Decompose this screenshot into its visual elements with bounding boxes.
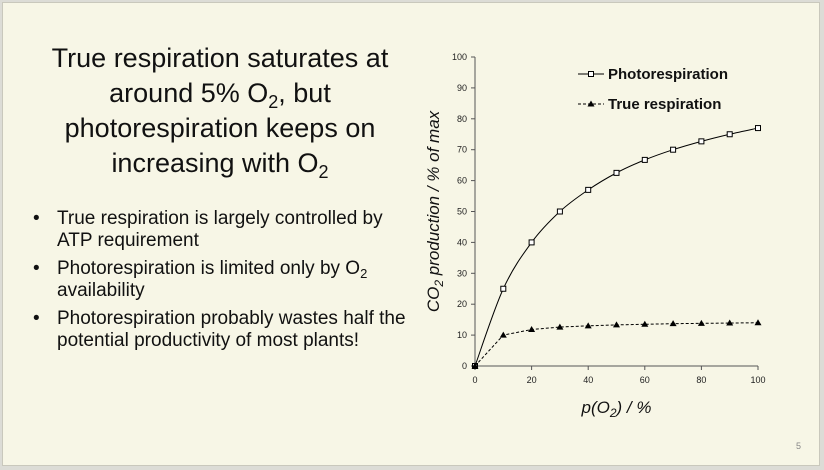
y-tick-label: 60 bbox=[457, 176, 467, 186]
legend-marker bbox=[588, 71, 594, 77]
y-tick-label: 30 bbox=[457, 268, 467, 278]
data-point bbox=[754, 319, 762, 326]
data-point bbox=[641, 156, 648, 163]
bullet-item: • Photorespiration is limited only by O2… bbox=[33, 258, 368, 301]
bullet-list: • True respiration is largely controlled… bbox=[31, 208, 411, 358]
y-tick-label: 20 bbox=[457, 299, 467, 309]
y-tick-label: 70 bbox=[457, 145, 467, 155]
y-tick-label: 50 bbox=[457, 207, 467, 217]
co2-production-chart: 0 10 20 30 40 50 60 70 80 90 100 0 20 40 60 80 100 Photo… bbox=[424, 52, 766, 420]
slide-title: True respiration saturates at around 5% … bbox=[25, 41, 415, 181]
y-tick-label: 0 bbox=[462, 361, 467, 371]
legend-marker bbox=[587, 100, 595, 107]
legend-label: True respiration bbox=[608, 96, 721, 113]
bullet-item: • True respiration is largely controlled… bbox=[33, 208, 383, 251]
x-tick-label: 80 bbox=[696, 375, 706, 385]
data-point bbox=[500, 285, 507, 292]
x-tick-label: 100 bbox=[750, 375, 765, 385]
axes: 0 10 20 30 40 50 60 70 80 90 100 0 20 40 60 80 100 bbox=[452, 52, 766, 385]
data-point bbox=[585, 186, 592, 193]
data-point bbox=[528, 239, 535, 246]
data-point bbox=[726, 319, 734, 326]
title-line-3: photorespiration keeps on bbox=[64, 113, 376, 143]
data-point bbox=[670, 146, 677, 153]
photorespiration-line bbox=[474, 127, 759, 367]
y-tick-label: 90 bbox=[457, 83, 467, 93]
data-point bbox=[528, 326, 536, 333]
title-line-2: around 5% O2, but bbox=[109, 78, 331, 112]
bullet-icon: • bbox=[33, 208, 40, 229]
title-line-4: increasing with O2 bbox=[111, 148, 329, 182]
bullet-item: • Photorespiration probably wastes half … bbox=[33, 308, 406, 351]
x-tick-label: 40 bbox=[583, 375, 593, 385]
y-tick-label: 10 bbox=[457, 330, 467, 340]
y-tick-label: 80 bbox=[457, 114, 467, 124]
title-line-1: True respiration saturates at bbox=[51, 43, 389, 73]
data-point bbox=[755, 125, 761, 132]
photorespiration-series bbox=[472, 125, 761, 369]
data-point bbox=[499, 331, 507, 338]
data-point bbox=[698, 138, 705, 145]
data-point bbox=[556, 208, 563, 215]
data-point bbox=[669, 320, 677, 327]
x-tick-label: 20 bbox=[527, 375, 537, 385]
x-tick-label: 0 bbox=[472, 375, 477, 385]
data-point bbox=[613, 169, 620, 176]
data-point bbox=[726, 131, 733, 138]
data-point bbox=[613, 321, 620, 328]
bullet-icon: • bbox=[33, 308, 40, 329]
data-point bbox=[697, 319, 705, 326]
y-axis-title: CO2 production / % of max bbox=[424, 110, 446, 312]
legend: Photorespiration True respiration bbox=[578, 66, 728, 113]
bullet-icon: • bbox=[33, 258, 40, 279]
data-point bbox=[471, 362, 479, 369]
data-point bbox=[641, 320, 649, 327]
legend-item-true-respiration: True respiration bbox=[578, 96, 721, 113]
legend-label: Photorespiration bbox=[608, 66, 728, 83]
data-point bbox=[584, 322, 592, 329]
series bbox=[471, 125, 762, 369]
y-tick-label: 100 bbox=[452, 52, 467, 62]
true-respiration-line bbox=[474, 322, 759, 367]
legend-item-photorespiration: Photorespiration bbox=[578, 66, 728, 83]
y-tick-label: 40 bbox=[457, 237, 467, 247]
true-respiration-series bbox=[471, 319, 762, 369]
page-number: 5 bbox=[795, 441, 801, 451]
x-tick-label: 60 bbox=[640, 375, 650, 385]
data-point bbox=[556, 323, 564, 330]
x-axis-title: p(O2) / % bbox=[581, 398, 652, 420]
